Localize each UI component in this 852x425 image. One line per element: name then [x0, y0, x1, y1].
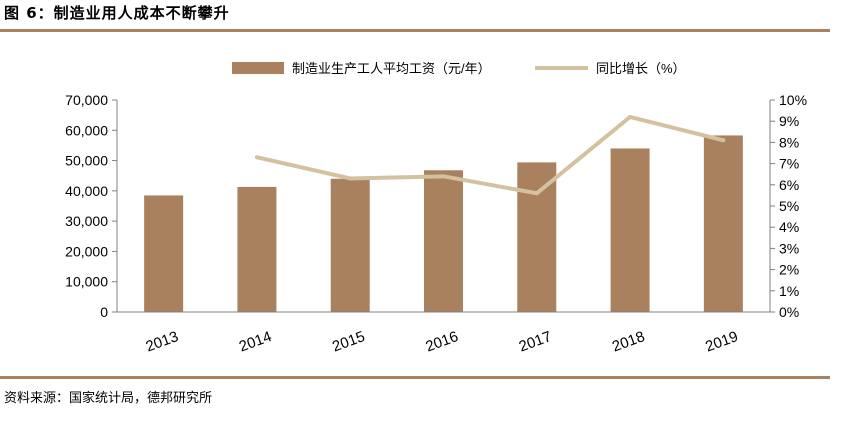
- growth-point-2019: [721, 138, 726, 143]
- growth-point-2016: [441, 174, 446, 179]
- bar-2018: [610, 148, 650, 312]
- left-axis-tick-label: 70,000: [65, 92, 108, 108]
- x-tick-label: 2014: [237, 328, 274, 355]
- right-axis-tick-label: 8%: [779, 134, 799, 150]
- right-axis: 0% 1% 2% 3% 4% 5% 6% 7% 8% 9% 10%: [769, 92, 807, 320]
- right-axis-tick-label: 2%: [779, 262, 799, 278]
- left-axis-tick-label: 50,000: [65, 153, 108, 169]
- left-axis-tick-label: 20,000: [65, 243, 108, 259]
- figure-title: 图 6：制造业用人成本不断攀升: [4, 4, 230, 22]
- top-divider: [0, 29, 830, 32]
- right-axis-tick-label: 1%: [779, 283, 799, 299]
- right-axis-tick-label: 5%: [779, 198, 799, 214]
- right-axis-tick-label: 0%: [779, 304, 799, 320]
- bar-2019: [703, 135, 743, 312]
- x-tick-label: 2018: [610, 328, 647, 355]
- x-axis: 2013 2014 2015 2016 2017 2018 2019: [117, 311, 770, 355]
- growth-point-2014: [254, 155, 259, 160]
- right-axis-tick-label: 9%: [779, 113, 799, 129]
- right-axis-tick-label: 4%: [779, 219, 799, 235]
- right-axis-tick-label: 10%: [779, 92, 807, 108]
- left-axis-tick-label: 60,000: [65, 122, 108, 138]
- source-note: 资料来源：国家统计局，德邦研究所: [4, 391, 213, 406]
- bar-2014: [237, 186, 277, 312]
- growth-point-2018: [628, 114, 633, 119]
- bar-2015: [330, 178, 370, 312]
- growth-line-series: [254, 114, 726, 196]
- bar-2017: [517, 162, 557, 312]
- left-axis-tick-label: 40,000: [65, 183, 108, 199]
- bottom-divider: [0, 376, 830, 379]
- legend-bar-swatch: [232, 62, 284, 74]
- legend: 制造业生产工人平均工资（元/年） 同比增长（%）: [232, 61, 686, 76]
- left-axis-tick-label: 30,000: [65, 213, 108, 229]
- bar-series: [144, 135, 743, 312]
- left-axis-tick-label: 10,000: [65, 274, 108, 290]
- chart: 制造业生产工人平均工资（元/年） 同比增长（%） 0 10,000 20,000 30…: [65, 61, 807, 355]
- growth-line: [256, 114, 724, 196]
- left-axis: 0 10,000 20,000 30,000 40,000 50,000 60,000 70,…: [65, 92, 118, 320]
- bar-2013: [144, 195, 184, 312]
- x-tick-label: 2015: [330, 328, 367, 355]
- right-axis-tick-label: 3%: [779, 240, 799, 256]
- right-axis-tick-label: 6%: [779, 177, 799, 193]
- legend-bar-label: 制造业生产工人平均工资（元/年）: [292, 61, 491, 76]
- right-axis-tick-label: 7%: [779, 156, 799, 172]
- growth-point-2017: [534, 191, 539, 196]
- growth-point-2015: [348, 176, 353, 181]
- x-tick-label: 2016: [423, 328, 460, 355]
- bar-2016: [424, 170, 463, 312]
- x-tick-label: 2019: [703, 328, 740, 355]
- left-axis-tick-label: 0: [100, 304, 108, 320]
- x-tick-label: 2017: [517, 328, 554, 355]
- x-tick-label: 2013: [144, 328, 181, 355]
- legend-line-label: 同比增长（%）: [596, 61, 686, 76]
